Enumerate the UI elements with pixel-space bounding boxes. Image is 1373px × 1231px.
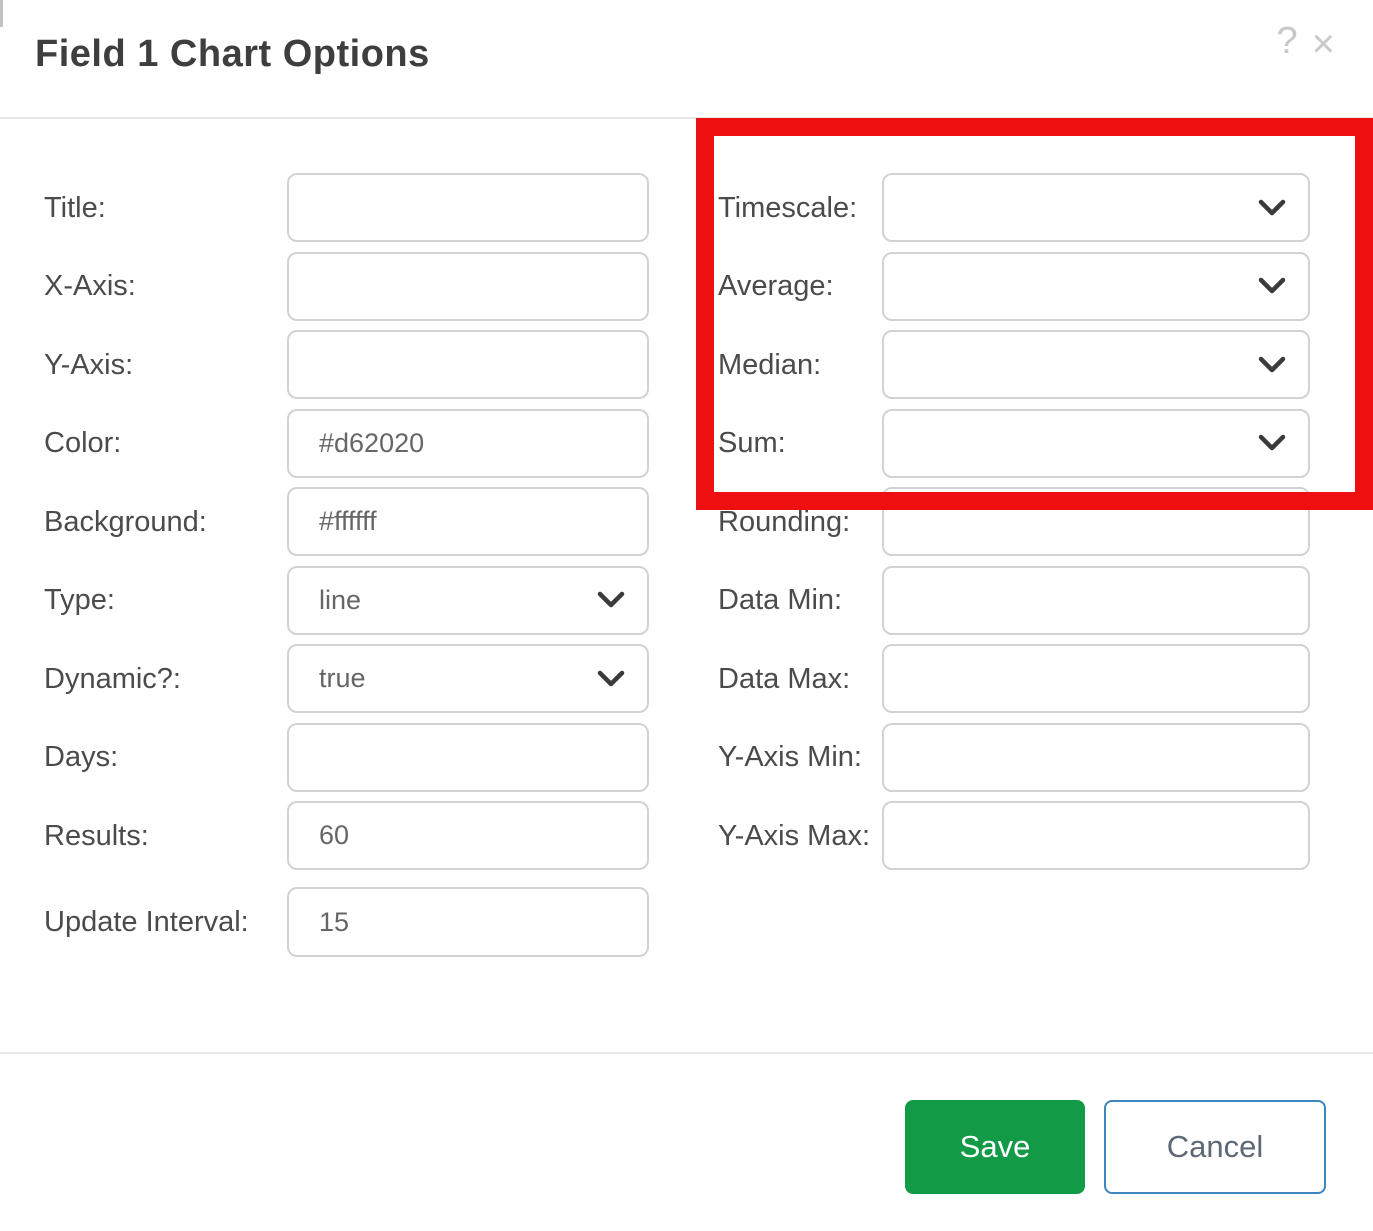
- data-max-input[interactable]: [882, 644, 1310, 713]
- field-label-average: Average:: [718, 270, 834, 302]
- field-label-title: Title:: [44, 191, 106, 224]
- sum-select[interactable]: [882, 408, 1310, 478]
- field-label-sum: Sum:: [718, 427, 786, 459]
- chevron-down-icon: [1258, 199, 1286, 215]
- y-axis-min-input[interactable]: [882, 722, 1310, 792]
- field-label-rounding: Rounding:: [718, 505, 851, 538]
- color-value: #d62020: [319, 427, 425, 458]
- results-input[interactable]: 60: [287, 801, 649, 870]
- field-label-dynamic: Dynamic?:: [44, 662, 181, 695]
- timescale-select[interactable]: [882, 173, 1310, 242]
- field-label-results: Results:: [44, 819, 149, 852]
- background-input[interactable]: #ffffff: [287, 487, 649, 556]
- save-button-label: Save: [959, 1129, 1031, 1164]
- field-label-data-min: Data Min:: [718, 584, 843, 616]
- screenshot-edge-artifact: [0, 0, 3, 27]
- field-label-y-axis-min: Y-Axis Min:: [718, 741, 862, 773]
- type-select[interactable]: line: [287, 565, 649, 635]
- field-label-background: Background:: [44, 505, 207, 538]
- close-icon[interactable]: ×: [1311, 22, 1335, 66]
- chevron-down-icon: [597, 591, 625, 608]
- help-icon[interactable]: ?: [1276, 20, 1298, 62]
- chevron-down-icon: [1258, 356, 1286, 372]
- chevron-down-icon: [1258, 434, 1286, 451]
- dynamic-select[interactable]: true: [287, 644, 649, 713]
- dynamic-value: true: [319, 663, 366, 693]
- x-axis-input[interactable]: [287, 251, 649, 321]
- chevron-down-icon: [597, 670, 625, 686]
- field-label-y-axis-max: Y-Axis Max:: [718, 819, 871, 852]
- title-input[interactable]: [287, 173, 649, 242]
- field-label-median: Median:: [718, 348, 822, 381]
- field-label-timescale: Timescale:: [718, 191, 858, 224]
- results-value: 60: [319, 820, 350, 850]
- y-axis-max-input[interactable]: [882, 801, 1310, 870]
- field-label-x-axis: X-Axis:: [44, 270, 136, 302]
- update-interval-value: 15: [319, 906, 350, 937]
- field-label-data-max: Data Max:: [718, 662, 851, 695]
- color-input[interactable]: #d62020: [287, 408, 649, 478]
- data-min-input[interactable]: [882, 565, 1310, 635]
- dialog-header-icons: ? ×: [1277, 22, 1336, 64]
- cancel-button-label: Cancel: [1166, 1129, 1264, 1164]
- field-label-days: Days:: [44, 741, 119, 773]
- update-interval-input[interactable]: 15: [287, 887, 649, 957]
- type-value: line: [319, 584, 362, 615]
- dialog-title: Field 1 Chart Options: [35, 33, 430, 75]
- days-input[interactable]: [287, 722, 649, 792]
- background-value: #ffffff: [319, 506, 377, 536]
- field-label-update-interval: Update Interval:: [44, 906, 249, 938]
- average-select[interactable]: [882, 251, 1310, 321]
- field-label-type: Type:: [44, 584, 115, 616]
- chevron-down-icon: [1258, 277, 1286, 294]
- header-divider: [0, 117, 1373, 119]
- rounding-input[interactable]: [882, 487, 1310, 556]
- y-axis-input[interactable]: [287, 330, 649, 399]
- field-label-y-axis: Y-Axis:: [44, 348, 134, 381]
- footer-divider: [0, 1052, 1373, 1054]
- save-button[interactable]: Save: [905, 1100, 1085, 1194]
- field-label-color: Color:: [44, 427, 122, 459]
- median-select[interactable]: [882, 330, 1310, 399]
- cancel-button[interactable]: Cancel: [1104, 1100, 1326, 1194]
